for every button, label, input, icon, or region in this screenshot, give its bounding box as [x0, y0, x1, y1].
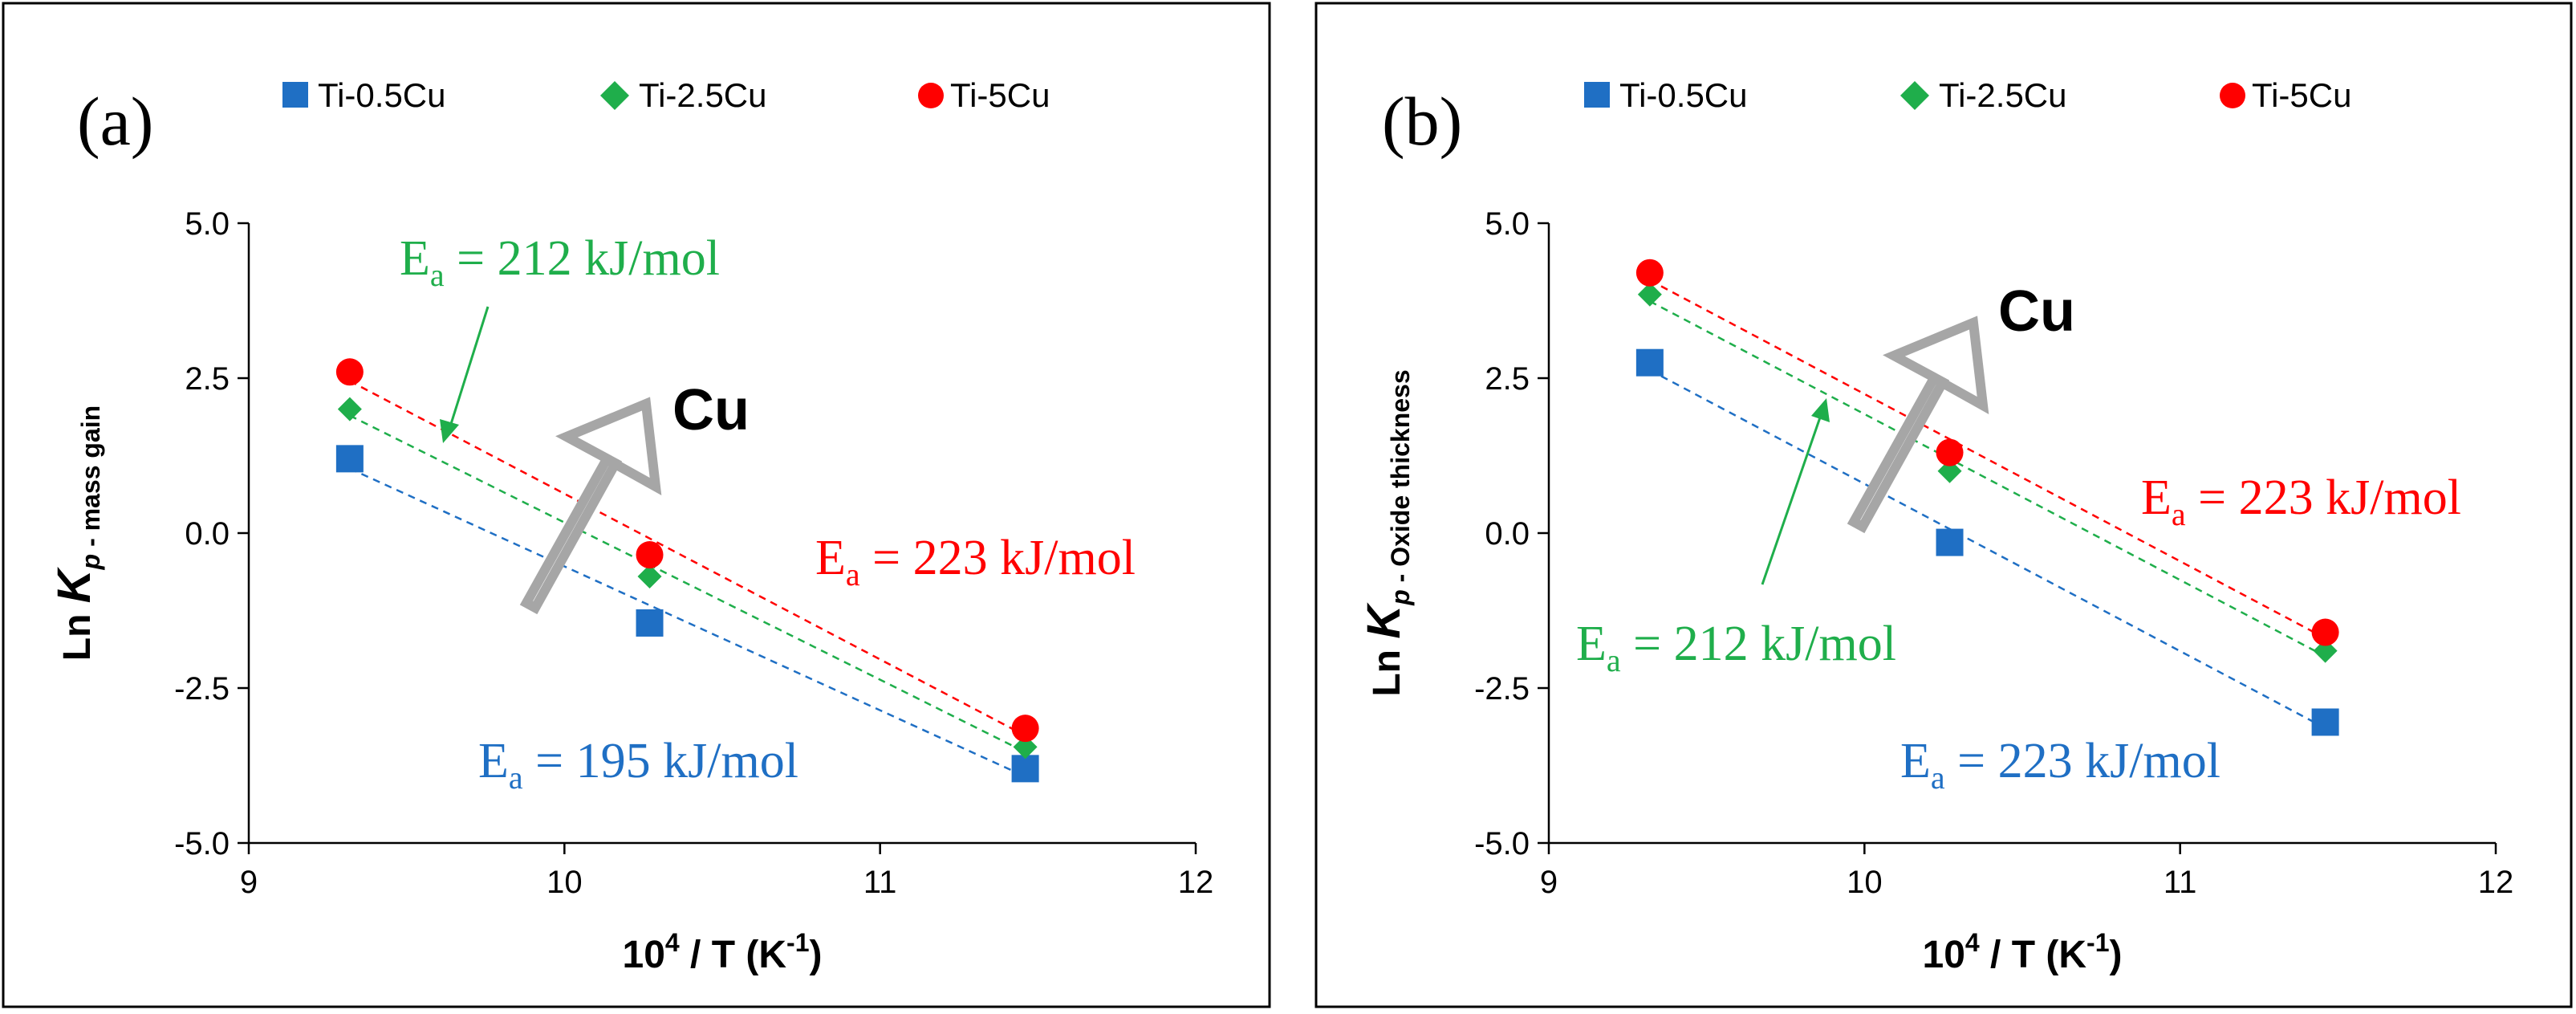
- legend-marker-ti-0-5cu: [282, 82, 308, 108]
- panel-b-frame: [1314, 2, 2573, 1008]
- panel-a-trendline-ti-2-5cu: [349, 414, 1026, 753]
- legend-marker-ti-5cu: [918, 83, 944, 108]
- panel-a-x-tick-label: 12: [1178, 865, 1214, 900]
- panel-a-y-axis-title: Ln Kp - mass gain: [48, 405, 105, 661]
- panel-a-y-tick-label: -5.0: [174, 826, 230, 861]
- panel-b: (b) Ti-0.5Cu Ti-2.5Cu Ti-5Cu 9 10 11 12 5.0 2…: [1314, 2, 2573, 1008]
- panel-a-point-ti-2-5cu: [637, 564, 662, 589]
- panel-b-x-axis-title: 104 / T (K-1): [1923, 928, 2123, 976]
- panel-a: (a) Ti-0.5Cu Ti-2.5Cu Ti-5Cu 9 10 11 12 5.0 2…: [2, 2, 1271, 1008]
- panel-a-x-tick-label: 9: [240, 865, 258, 900]
- panel-b-y-axis-title: Ln Kp - Oxide thickness: [1358, 369, 1415, 696]
- panel-b-ea-ti-5cu: Ea = 223 kJ/mol: [2141, 470, 2461, 532]
- panel-a-ea-pointer-line: [449, 306, 490, 425]
- panel-b-ea-ti-2-5cu: Ea = 212 kJ/mol: [1576, 617, 1896, 678]
- panel-a-label: (a): [77, 83, 153, 160]
- panel-b-x-tick-label: 10: [1847, 865, 1883, 900]
- panel-b-point-ti-2-5cu: [1637, 282, 1662, 307]
- legend-label-ti-0-5cu: Ti-0.5Cu: [1619, 76, 1748, 114]
- panel-b-legend: Ti-0.5Cu Ti-2.5Cu Ti-5Cu: [1584, 76, 2351, 114]
- panel-b-point-ti-5cu: [2311, 618, 2339, 646]
- panel-a-ea-pointer-head: [440, 419, 459, 443]
- panel-b-y-tick-label: 2.5: [1485, 361, 1530, 397]
- panel-b-cu-arrow: [1847, 316, 1989, 534]
- legend-label-ti-2-5cu: Ti-2.5Cu: [1939, 76, 2067, 114]
- legend-marker-ti-2-5cu: [1900, 81, 1929, 110]
- panel-a-points: [335, 358, 1039, 783]
- panel-a-point-ti-5cu: [335, 358, 364, 386]
- panel-b-x-tick-label: 12: [2478, 865, 2514, 900]
- panel-a-frame: [2, 2, 1271, 1008]
- panel-a-cu-label: Cu: [672, 378, 750, 442]
- panel-a-ea-ti-5cu: Ea = 223 kJ/mol: [815, 531, 1136, 593]
- panel-a-y-tick-label: 5.0: [185, 206, 230, 242]
- panel-b-cu-label: Cu: [1998, 279, 2075, 344]
- panel-b-ticks: 9 10 11 12 5.0 2.5 0.0 -2.5 -5.0: [1474, 206, 2513, 900]
- panel-a-trendline-ti-5cu: [349, 380, 1026, 737]
- panel-b-points: [1635, 259, 2339, 736]
- panel-a-ea-ti-0-5cu: Ea = 195 kJ/mol: [478, 734, 798, 796]
- panel-a-y-tick-label: 2.5: [185, 361, 230, 397]
- panel-b-x-tick-label: 9: [1540, 865, 1558, 900]
- legend-label-ti-5cu: Ti-5Cu: [950, 76, 1050, 114]
- panel-b-x-tick-label: 11: [2164, 865, 2197, 900]
- panel-a-y-tick-label: -2.5: [174, 671, 230, 707]
- panel-b-point-ti-0-5cu: [2311, 708, 2339, 736]
- panel-b-ea-pointer-line: [1761, 417, 1822, 585]
- panel-b-y-tick-label: -2.5: [1474, 671, 1530, 707]
- panel-a-point-ti-5cu: [636, 541, 664, 569]
- panel-b-point-ti-2-5cu: [2313, 638, 2338, 663]
- panel-b-trendlines: [1649, 279, 2326, 729]
- panel-a-point-ti-0-5cu: [335, 445, 364, 473]
- panel-b-trendline-ti-2-5cu: [1649, 300, 2326, 658]
- legend-label-ti-0-5cu: Ti-0.5Cu: [318, 76, 446, 114]
- legend-label-ti-5cu: Ti-5Cu: [2252, 76, 2351, 114]
- legend-marker-ti-0-5cu: [1584, 82, 1610, 108]
- panel-a-point-ti-2-5cu: [1013, 735, 1038, 759]
- panel-a-point-ti-5cu: [1011, 715, 1039, 743]
- panel-a-point-ti-0-5cu: [636, 609, 664, 637]
- panel-b-ea-ti-0-5cu: Ea = 223 kJ/mol: [1900, 734, 2220, 796]
- panel-a-ea-ti-2-5cu: Ea = 212 kJ/mol: [400, 231, 720, 293]
- panel-a-x-tick-label: 11: [863, 865, 897, 900]
- panel-a-y-tick-label: 0.0: [185, 516, 230, 552]
- panel-a-x-axis-title: 104 / T (K-1): [623, 928, 823, 976]
- panel-b-point-ti-5cu: [1936, 438, 1964, 466]
- panel-a-point-ti-0-5cu: [1011, 755, 1039, 783]
- panel-a-cu-arrow: [519, 397, 662, 615]
- panel-b-y-tick-label: 0.0: [1485, 516, 1530, 552]
- panel-b-y-tick-label: 5.0: [1485, 206, 1530, 242]
- legend-label-ti-2-5cu: Ti-2.5Cu: [639, 76, 767, 114]
- legend-marker-ti-5cu: [2220, 83, 2245, 108]
- panel-b-point-ti-0-5cu: [1936, 528, 1964, 556]
- panel-b-point-ti-5cu: [1635, 259, 1664, 287]
- panel-a-point-ti-2-5cu: [337, 397, 362, 421]
- panel-a-trendline-ti-0-5cu: [349, 467, 1026, 778]
- panel-b-label: (b): [1382, 83, 1462, 160]
- panel-b-ea-pointer-head: [1811, 398, 1830, 422]
- panel-a-x-tick-label: 10: [546, 865, 583, 900]
- legend-marker-ti-2-5cu: [600, 81, 629, 110]
- panel-b-y-tick-label: -5.0: [1474, 826, 1530, 861]
- panel-a-ticks: 9 10 11 12 5.0 2.5 0.0 -2.5 -5.0: [174, 206, 1213, 900]
- panel-b-point-ti-0-5cu: [1635, 348, 1664, 377]
- panel-a-trendlines: [349, 380, 1026, 778]
- panel-b-point-ti-2-5cu: [1937, 458, 1962, 483]
- panel-a-legend: Ti-0.5Cu Ti-2.5Cu Ti-5Cu: [282, 76, 1050, 114]
